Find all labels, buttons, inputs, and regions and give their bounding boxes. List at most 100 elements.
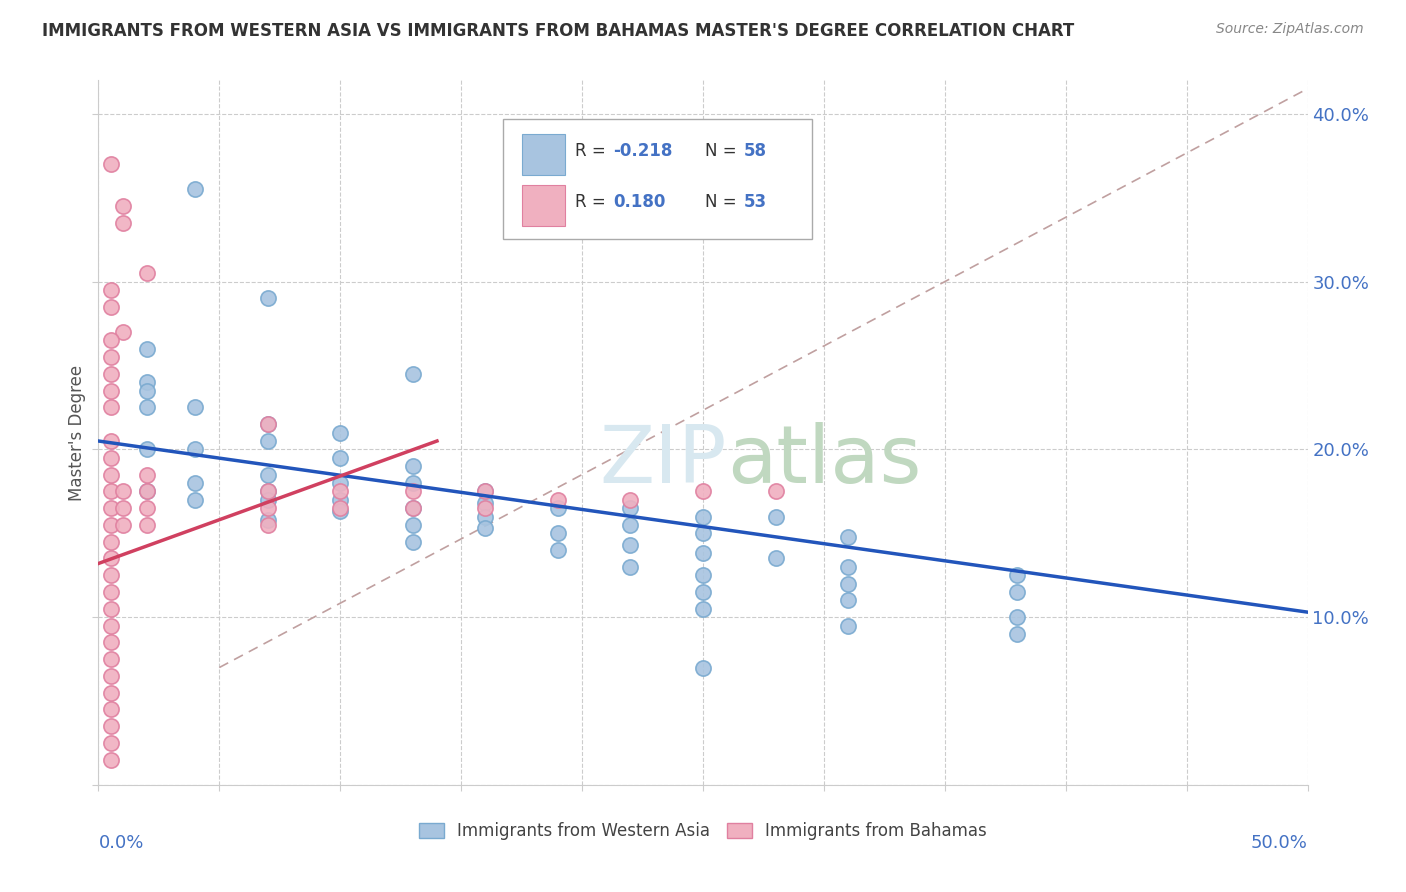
Point	[184, 492, 207, 507]
Point	[111, 325, 134, 339]
Point	[329, 450, 352, 465]
Point	[111, 199, 134, 213]
Text: N =: N =	[706, 194, 742, 211]
Point	[111, 517, 134, 532]
Point	[100, 534, 122, 549]
Point	[765, 551, 787, 566]
Point	[329, 475, 352, 490]
Point	[100, 669, 122, 683]
Point	[135, 266, 157, 280]
Point	[256, 292, 278, 306]
FancyBboxPatch shape	[503, 119, 811, 239]
Point	[329, 484, 352, 499]
Point	[135, 384, 157, 398]
Text: atlas: atlas	[727, 422, 921, 500]
Point	[837, 559, 859, 574]
Text: 0.0%: 0.0%	[98, 834, 143, 852]
Point	[100, 753, 122, 767]
Point	[111, 216, 134, 230]
Point	[184, 442, 207, 457]
Point	[402, 475, 425, 490]
Point	[692, 585, 714, 599]
Point	[100, 568, 122, 582]
Point	[402, 517, 425, 532]
Point	[547, 526, 569, 541]
Point	[692, 660, 714, 674]
Point	[256, 484, 278, 499]
Point	[402, 367, 425, 381]
Point	[547, 501, 569, 516]
Point	[837, 618, 859, 632]
Point	[100, 467, 122, 482]
Text: 53: 53	[744, 194, 768, 211]
Point	[837, 576, 859, 591]
Point	[135, 517, 157, 532]
Point	[837, 593, 859, 607]
Point	[765, 509, 787, 524]
Point	[100, 702, 122, 716]
Point	[256, 513, 278, 527]
Point	[474, 501, 496, 516]
Point	[402, 501, 425, 516]
Point	[329, 504, 352, 518]
Point	[1007, 610, 1029, 624]
Text: R =: R =	[575, 194, 610, 211]
FancyBboxPatch shape	[522, 134, 565, 176]
Point	[402, 501, 425, 516]
Point	[547, 543, 569, 558]
Legend: Immigrants from Western Asia, Immigrants from Bahamas: Immigrants from Western Asia, Immigrants…	[412, 816, 994, 847]
Point	[692, 568, 714, 582]
Point	[100, 350, 122, 364]
Point	[619, 501, 641, 516]
Point	[474, 509, 496, 524]
Point	[135, 401, 157, 415]
Text: N =: N =	[706, 143, 742, 161]
Point	[547, 492, 569, 507]
Point	[100, 334, 122, 348]
Point	[100, 367, 122, 381]
Point	[184, 182, 207, 196]
Point	[100, 652, 122, 666]
Point	[135, 501, 157, 516]
Point	[135, 376, 157, 390]
Y-axis label: Master's Degree: Master's Degree	[67, 365, 86, 500]
Point	[256, 484, 278, 499]
Point	[329, 492, 352, 507]
Text: Source: ZipAtlas.com: Source: ZipAtlas.com	[1216, 22, 1364, 37]
Text: 50.0%: 50.0%	[1251, 834, 1308, 852]
Point	[100, 736, 122, 750]
Point	[100, 618, 122, 632]
Point	[474, 496, 496, 510]
Point	[619, 517, 641, 532]
Point	[692, 546, 714, 560]
Point	[135, 342, 157, 356]
Text: 58: 58	[744, 143, 768, 161]
Point	[256, 434, 278, 448]
Point	[100, 434, 122, 448]
Point	[329, 425, 352, 440]
Point	[765, 484, 787, 499]
Point	[100, 401, 122, 415]
Point	[474, 484, 496, 499]
Point	[256, 517, 278, 532]
Point	[100, 635, 122, 649]
Point	[184, 475, 207, 490]
Point	[100, 551, 122, 566]
Point	[1007, 585, 1029, 599]
Point	[619, 492, 641, 507]
Point	[184, 401, 207, 415]
Point	[135, 467, 157, 482]
Point	[619, 559, 641, 574]
Point	[100, 585, 122, 599]
Point	[135, 484, 157, 499]
Point	[692, 509, 714, 524]
Point	[100, 450, 122, 465]
Point	[135, 484, 157, 499]
Point	[135, 442, 157, 457]
Point	[837, 530, 859, 544]
Point	[692, 484, 714, 499]
Point	[1007, 568, 1029, 582]
Text: ZIP: ZIP	[600, 422, 727, 500]
Point	[100, 686, 122, 700]
Point	[474, 484, 496, 499]
